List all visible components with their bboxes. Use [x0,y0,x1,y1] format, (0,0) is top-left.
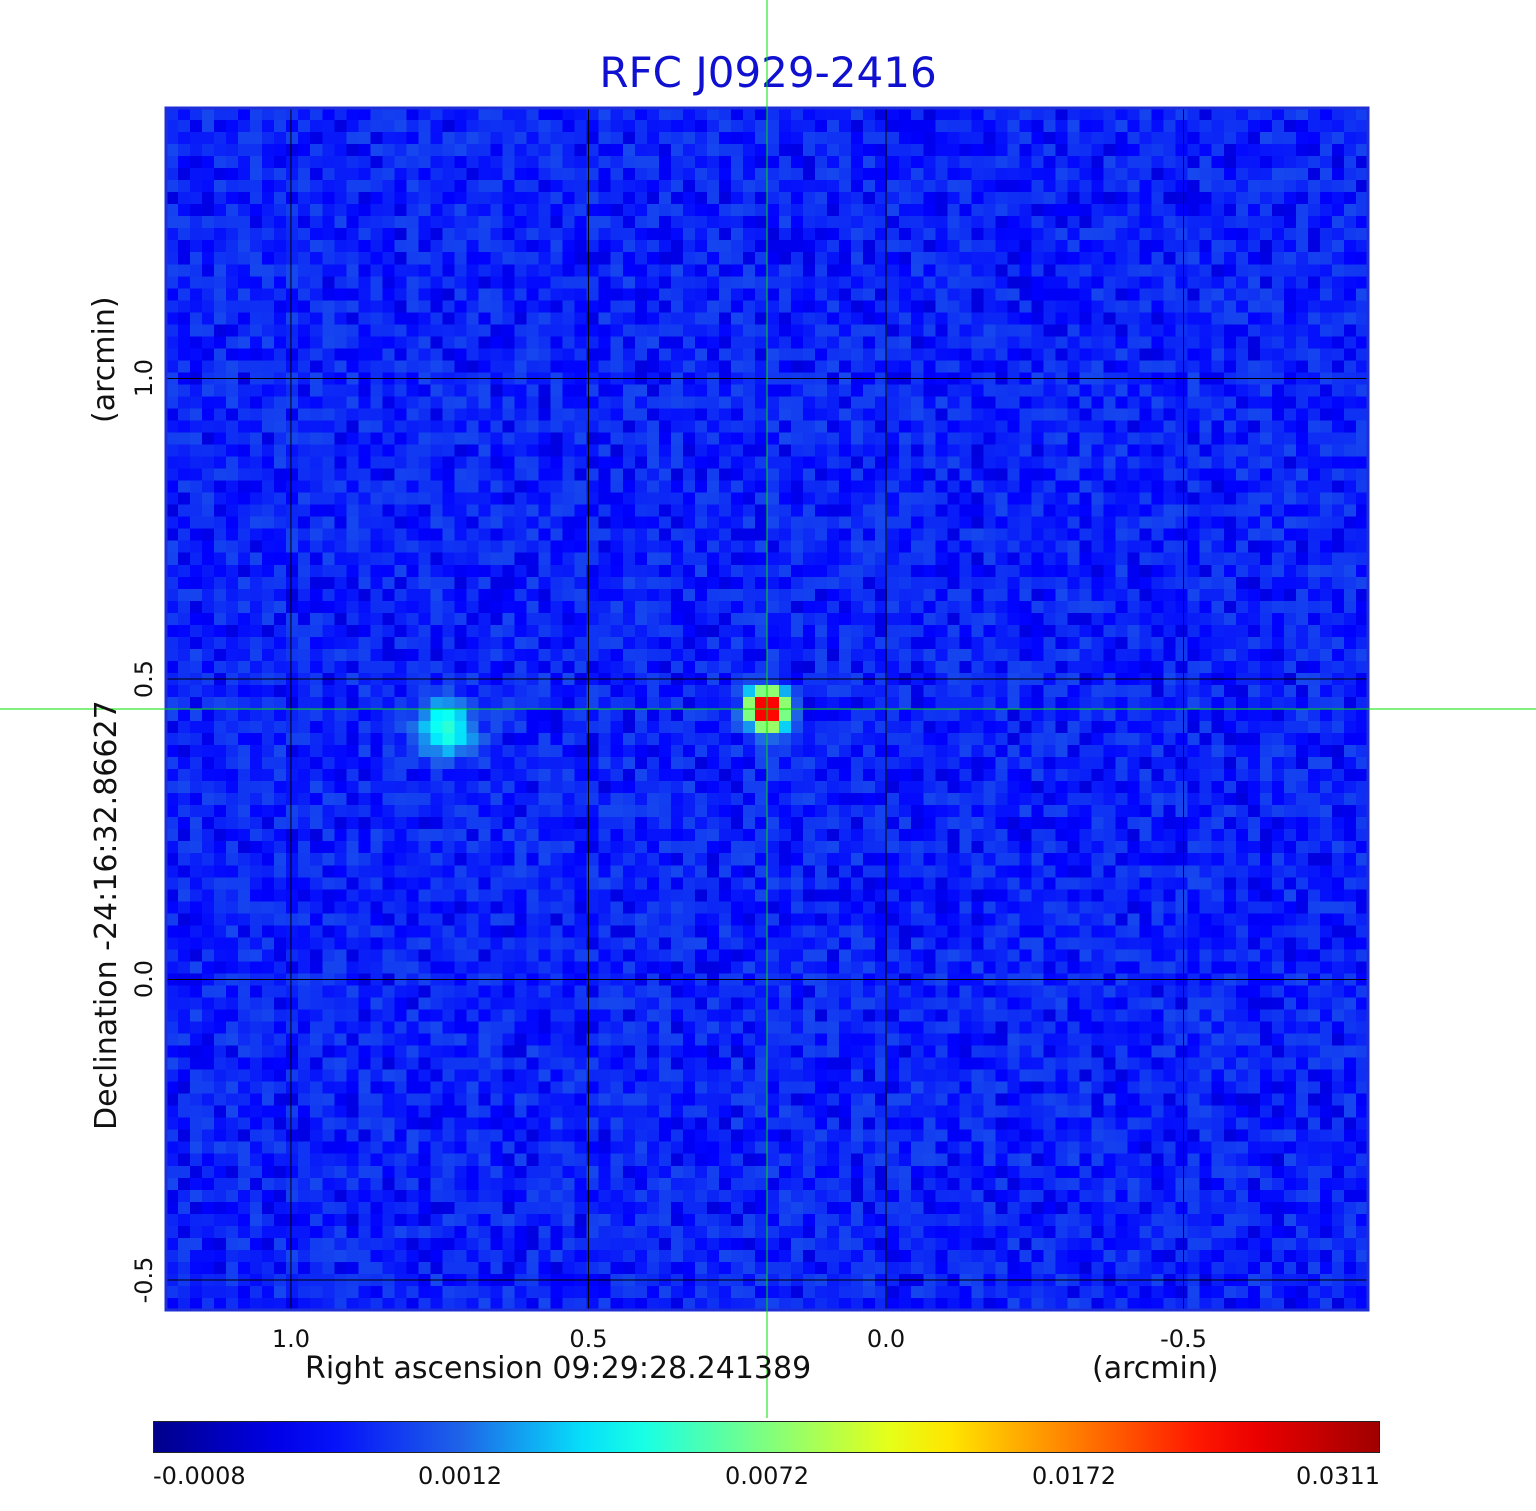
y-tick-label: 0.5 [130,659,158,699]
x-tick-label: -0.5 [1160,1325,1207,1353]
colorbar [153,1421,1380,1453]
y-axis-unit: (arcmin) [87,296,122,423]
colorbar-tick-label: 0.0012 [418,1462,502,1490]
x-tick-label: 1.0 [271,1325,311,1353]
colorbar-tick-label: 0.0311 [1296,1462,1380,1490]
colorbar-tick-label: 0.0072 [725,1462,809,1490]
chart-title: RFC J0929-2416 [599,48,937,97]
x-tick-label: 0.5 [569,1325,608,1353]
y-axis-label: Declination -24:16:32.86627 [89,700,124,1130]
y-tick-label: 0.0 [130,960,158,999]
colorbar-tick-label: -0.0008 [153,1462,246,1490]
x-axis-label: Right ascension 09:29:28.241389 [305,1351,812,1386]
y-tick-label: 1.0 [130,359,158,398]
colorbar-tick-label: 0.0172 [1032,1462,1116,1490]
y-tick-label: -0.5 [130,1256,158,1304]
x-tick-label: 0.0 [866,1325,906,1353]
x-axis-unit: (arcmin) [1092,1351,1219,1386]
